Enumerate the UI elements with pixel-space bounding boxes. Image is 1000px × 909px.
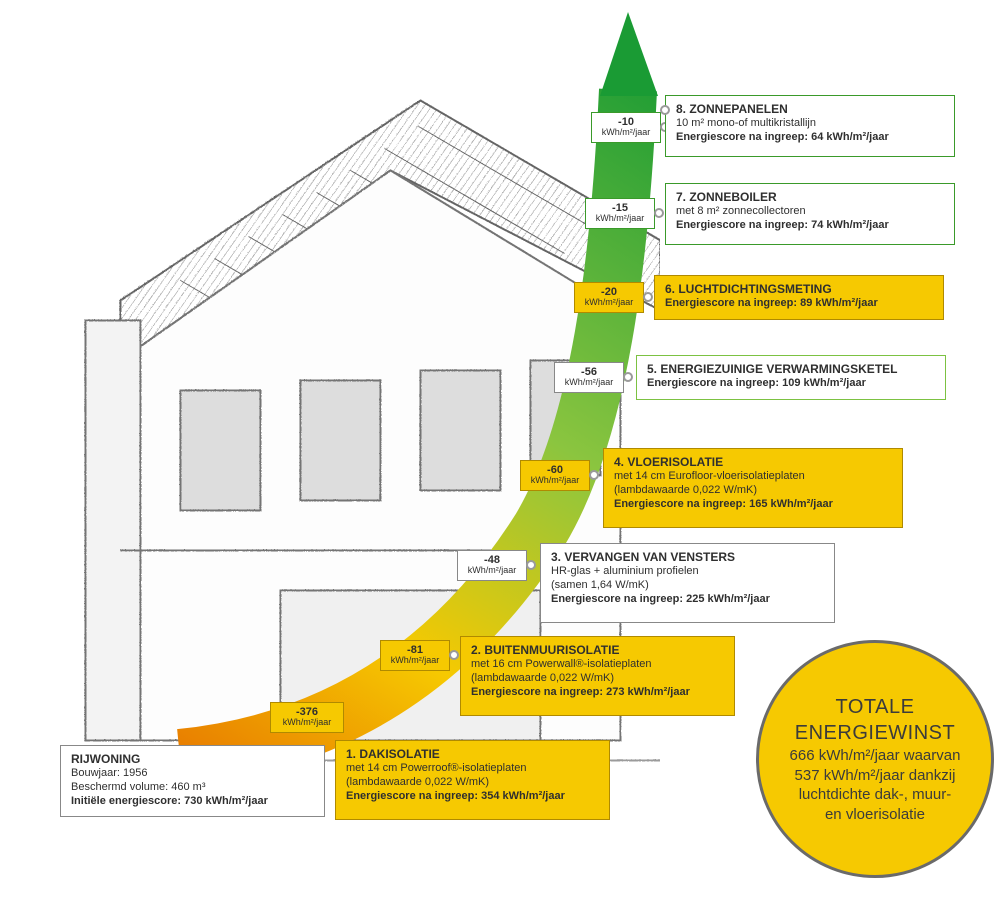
step-tag-unit: kWh/m²/jaar (462, 566, 522, 576)
summary-line1: 666 kWh/m²/jaar waarvan (790, 746, 961, 766)
house-info-box: RIJWONING Bouwjaar: 1956 Beschermd volum… (60, 745, 325, 817)
step-dot-4 (623, 372, 633, 382)
step-title: 2. BUITENMUURISOLATIE (471, 643, 724, 658)
step-line1: met 8 m² zonnecollectoren (676, 205, 944, 219)
step-result: Energiescore na ingreep: 354 kWh/m²/jaar (346, 790, 599, 804)
step-title: 3. VERVANGEN VAN VENSTERS (551, 550, 824, 565)
step-line2: (lambdawaarde 0,022 W/mK) (346, 776, 599, 790)
step-tag-2: -48 kWh/m²/jaar (457, 550, 527, 581)
summary-line4: en vloerisolatie (825, 805, 925, 825)
step-tag-6: -15 kWh/m²/jaar (585, 198, 655, 229)
step-result: Energiescore na ingreep: 64 kWh/m²/jaar (676, 131, 944, 145)
step-title: 8. ZONNEPANELEN (676, 102, 944, 117)
step-tag-1: -81 kWh/m²/jaar (380, 640, 450, 671)
energy-infographic: -376 kWh/m²/jaar RIJWONING Bouwjaar: 195… (0, 0, 1000, 909)
step-result: Energiescore na ingreep: 273 kWh/m²/jaar (471, 686, 724, 700)
step-title: 4. VLOERISOLATIE (614, 455, 892, 470)
house-title: RIJWONING (71, 752, 314, 767)
summary-title1: TOTALE (836, 694, 915, 720)
step-title: 7. ZONNEBOILER (676, 190, 944, 205)
step-tag-3: -60 kWh/m²/jaar (520, 460, 590, 491)
step-line1: met 14 cm Powerroof®-isolatieplaten (346, 762, 599, 776)
step-box-1: 1. DAKISOLATIEmet 14 cm Powerroof®-isola… (335, 740, 610, 820)
step-dot-6 (654, 208, 664, 218)
step-box-7: 7. ZONNEBOILERmet 8 m² zonnecollectorenE… (665, 183, 955, 245)
step-result: Energiescore na ingreep: 74 kWh/m²/jaar (676, 219, 944, 233)
step-result: Energiescore na ingreep: 165 kWh/m²/jaar (614, 498, 892, 512)
summary-line2: 537 kWh/m²/jaar dankzij (795, 766, 956, 786)
step-line1: met 16 cm Powerwall®-isolatieplaten (471, 658, 724, 672)
step-line2: (lambdawaarde 0,022 W/mK) (471, 672, 724, 686)
step-tag-unit: kWh/m²/jaar (525, 476, 585, 486)
step-box-3: 3. VERVANGEN VAN VENSTERSHR-glas + alumi… (540, 543, 835, 623)
step-dot-5 (643, 292, 653, 302)
step-dot-2 (526, 560, 536, 570)
step-tag-4: -56 kWh/m²/jaar (554, 362, 624, 393)
summary-circle: TOTALE ENERGIEWINST 666 kWh/m²/jaar waar… (756, 640, 994, 878)
arrow-start-tag: -376 kWh/m²/jaar (270, 702, 344, 733)
step-dot-3 (589, 470, 599, 480)
step-result: Energiescore na ingreep: 89 kWh/m²/jaar (665, 297, 933, 311)
step-result: Energiescore na ingreep: 225 kWh/m²/jaar (551, 593, 824, 607)
step-box-4: 4. VLOERISOLATIEmet 14 cm Eurofloor-vloe… (603, 448, 903, 528)
step-box-8: 8. ZONNEPANELEN10 m² mono-of multikrista… (665, 95, 955, 157)
summary-title2: ENERGIEWINST (795, 720, 955, 746)
step-title: 6. LUCHTDICHTINGSMETING (665, 282, 933, 297)
step-title: 5. ENERGIEZUINIGE VERWARMINGSKETEL (647, 362, 935, 377)
step-line1: 10 m² mono-of multikristallijn (676, 117, 944, 131)
house-line2: Beschermd volume: 460 m³ (71, 781, 314, 795)
step-tag-unit: kWh/m²/jaar (559, 378, 619, 388)
step-result: Energiescore na ingreep: 109 kWh/m²/jaar (647, 377, 935, 391)
summary-line3: luchtdichte dak-, muur- (799, 785, 952, 805)
step-line2: (samen 1,64 W/mK) (551, 579, 824, 593)
step-tag-5: -20 kWh/m²/jaar (574, 282, 644, 313)
step-tag-unit: kWh/m²/jaar (579, 298, 639, 308)
step-tag-7: -10 kWh/m²/jaar (591, 112, 661, 143)
step-line2: (lambdawaarde 0,022 W/mK) (614, 484, 892, 498)
step-dot-8 (660, 105, 670, 115)
house-score: Initiële energiescore: 730 kWh/m²/jaar (71, 795, 314, 809)
step-line1: met 14 cm Eurofloor-vloerisolatieplaten (614, 470, 892, 484)
step-tag-unit: kWh/m²/jaar (385, 656, 445, 666)
step-dot-1 (449, 650, 459, 660)
step-title: 1. DAKISOLATIE (346, 747, 599, 762)
arrow-start-unit: kWh/m²/jaar (275, 718, 339, 728)
step-box-2: 2. BUITENMUURISOLATIEmet 16 cm Powerwall… (460, 636, 735, 716)
step-tag-unit: kWh/m²/jaar (596, 128, 656, 138)
step-tag-unit: kWh/m²/jaar (590, 214, 650, 224)
step-box-5: 5. ENERGIEZUINIGE VERWARMINGSKETELEnergi… (636, 355, 946, 400)
step-line1: HR-glas + aluminium profielen (551, 565, 824, 579)
step-box-6: 6. LUCHTDICHTINGSMETINGEnergiescore na i… (654, 275, 944, 320)
house-line1: Bouwjaar: 1956 (71, 767, 314, 781)
